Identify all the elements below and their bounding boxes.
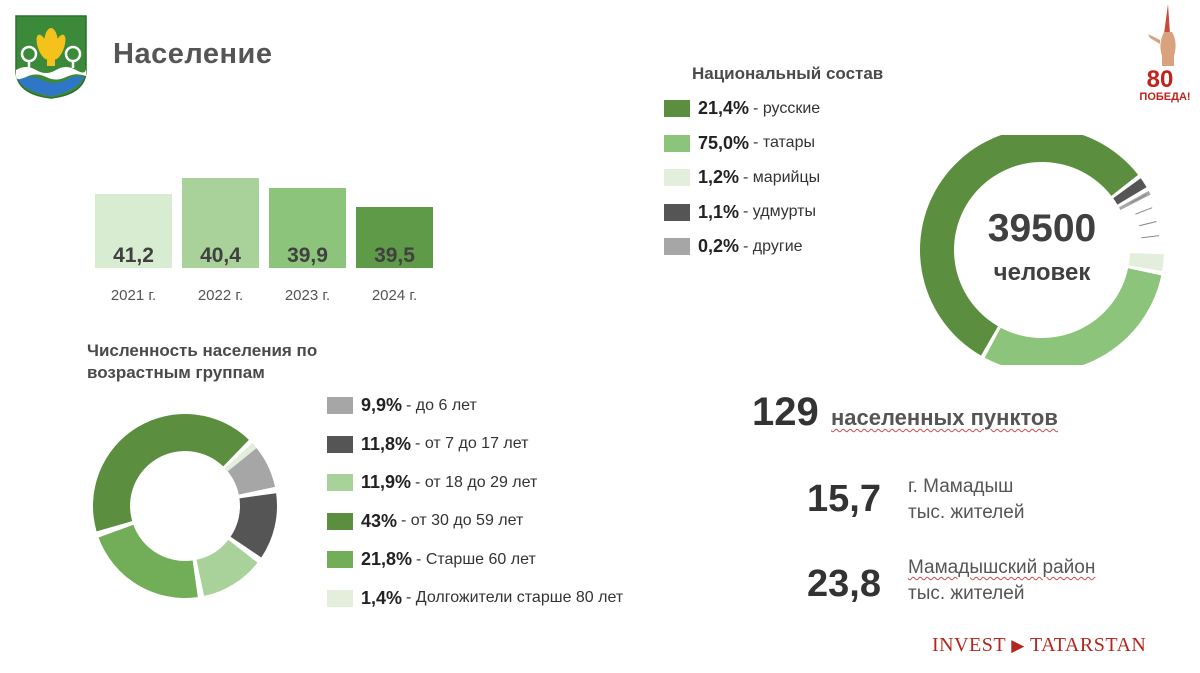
legend-swatch	[664, 238, 690, 255]
year-bar	[356, 207, 433, 268]
legend-swatch	[327, 435, 353, 453]
age-legend-item: 9,9% - до 6 лет	[327, 395, 477, 416]
year-bar-value: 39,9	[287, 244, 328, 267]
national-composition-donut	[920, 135, 1164, 365]
page-title: Население	[113, 38, 273, 70]
legend-percent: 43%	[361, 510, 398, 531]
city-population-value: 15,7	[807, 478, 881, 520]
total-population-value: 39500	[987, 207, 1097, 250]
legend-swatch	[327, 551, 353, 568]
national-legend-item: 75,0% - татары	[664, 133, 815, 154]
play-triangle-icon: ▶	[1011, 636, 1025, 655]
national-legend-item: 0,2% - другие	[664, 236, 803, 257]
national-slice-tick	[1130, 194, 1147, 204]
legend-swatch	[664, 203, 690, 221]
legend-label: - русские	[753, 99, 821, 117]
year-bar	[182, 178, 259, 268]
national-slice-tick	[1141, 235, 1160, 239]
legend-label: - другие	[743, 237, 803, 255]
national-slice-tick	[1138, 220, 1157, 227]
legend-swatch	[664, 134, 690, 152]
legend-percent: 1,4%	[361, 587, 403, 608]
legend-label: - от 7 до 17 лет	[415, 435, 529, 452]
legend-label: - татары	[753, 134, 815, 151]
population-by-year-chart: 41,2 2021 г. 40,4 2022 г. 39,9 2023 г. 39,5 202…	[95, 178, 433, 304]
legend-label: - до 6 лет	[406, 396, 477, 414]
legend-label: - от 18 до 29 лет	[415, 473, 538, 491]
svg-text:ПОБЕДА!: ПОБЕДА!	[1139, 91, 1190, 103]
year-bar-value: 41,2	[113, 244, 154, 267]
legend-swatch	[327, 589, 353, 607]
legend-swatch	[327, 474, 353, 491]
national-slice	[1128, 253, 1164, 272]
legend-percent: 75,0%	[698, 132, 750, 153]
legend-percent: 0,2%	[698, 236, 740, 256]
age-legend-item: 21,8% - Старше 60 лет	[327, 549, 536, 570]
year-bar-value: 39,5	[374, 244, 415, 267]
legend-swatch	[664, 100, 690, 117]
invest-tatarstan-logo: INVEST ▶ TATARSTAN	[932, 634, 1147, 656]
victory-80-logo-icon: 80 ПОБЕДА!	[1139, 4, 1191, 103]
age-groups-donut	[93, 413, 277, 598]
year-bar-value: 40,4	[200, 244, 241, 267]
year-bar	[95, 194, 172, 268]
legend-label: - удмурты	[743, 203, 816, 220]
district-population-label: Мамадышский район тыс. жителей	[908, 557, 1096, 604]
age-legend-item: 43% - от 30 до 59 лет	[327, 511, 523, 532]
age-legend-item: 11,8% - от 7 до 17 лет	[327, 434, 528, 455]
legend-swatch	[327, 512, 353, 530]
national-legend-item: 21,4% - русские	[664, 98, 820, 119]
legend-percent: 9,9%	[361, 395, 403, 415]
age-slice	[225, 443, 275, 495]
district-population-value: 23,8	[807, 563, 881, 605]
legend-percent: 11,9%	[361, 472, 412, 492]
total-population-unit: человек	[993, 259, 1091, 286]
age-slice	[93, 413, 249, 532]
legend-percent: 1,2%	[698, 167, 740, 187]
age-groups-title: Численность населения по возрастным груп…	[87, 341, 318, 382]
national-slice	[1113, 178, 1147, 205]
legend-percent: 21,8%	[361, 549, 413, 569]
year-label: 2024 г.	[372, 287, 417, 304]
legend-swatch	[664, 169, 690, 186]
year-bar	[269, 188, 346, 268]
legend-percent: 1,1%	[698, 201, 740, 222]
legend-label: - марийцы	[743, 168, 821, 186]
national-slice	[984, 268, 1162, 365]
national-composition-title: Национальный состав	[692, 64, 884, 83]
legend-swatch	[327, 397, 353, 414]
age-slice	[230, 493, 277, 558]
national-legend-item: 1,1% - удмурты	[664, 202, 816, 223]
city-population-label: г. Мамадыш тыс. жителей	[908, 476, 1025, 523]
age-legend-item: 1,4% - Долгожители старше 80 лет	[327, 588, 623, 609]
district-emblem-icon	[15, 15, 87, 99]
national-slice	[920, 135, 1139, 356]
year-label: 2023 г.	[285, 287, 330, 304]
legend-label: - Долгожители старше 80 лет	[406, 589, 624, 606]
year-label: 2021 г.	[111, 287, 156, 304]
svg-text:80: 80	[1147, 66, 1174, 93]
legend-label: - от 30 до 59 лет	[401, 512, 524, 529]
settlements-count: 129	[752, 390, 819, 434]
age-slice	[196, 539, 258, 596]
age-slice	[225, 443, 257, 472]
national-legend-item: 1,2% - марийцы	[664, 167, 820, 188]
legend-percent: 11,8%	[361, 433, 412, 454]
age-slice	[98, 524, 198, 598]
national-slice-tick	[1135, 207, 1153, 215]
legend-label: - Старше 60 лет	[416, 550, 536, 568]
settlements-label: населенных пунктов	[831, 405, 1058, 430]
legend-percent: 21,4%	[698, 98, 750, 118]
year-label: 2022 г.	[198, 287, 243, 304]
age-legend-item: 11,9% - от 18 до 29 лет	[327, 472, 537, 493]
